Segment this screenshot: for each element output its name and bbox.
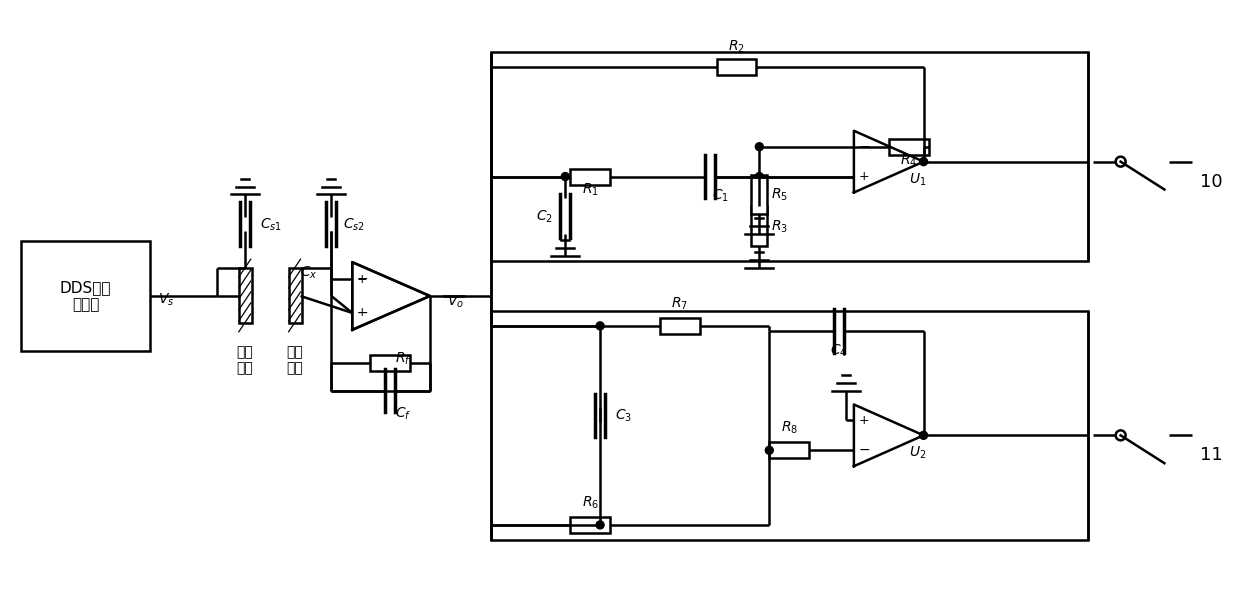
Circle shape — [756, 142, 763, 151]
Bar — [370, 355, 410, 371]
Bar — [570, 517, 610, 533]
Text: +: + — [859, 414, 870, 427]
Text: $R_2$: $R_2$ — [729, 39, 745, 55]
Bar — [289, 268, 301, 323]
Circle shape — [596, 322, 605, 330]
Text: $U_2$: $U_2$ — [908, 445, 926, 462]
Text: $R_5$: $R_5$ — [772, 186, 788, 203]
Text: $U_1$: $U_1$ — [908, 171, 926, 188]
Bar — [888, 139, 928, 155]
Text: $R_4$: $R_4$ — [900, 152, 917, 168]
Text: $R_f$: $R_f$ — [395, 350, 411, 367]
Circle shape — [919, 158, 928, 165]
Text: $V_o$: $V_o$ — [447, 294, 463, 310]
Text: +: + — [859, 170, 870, 183]
Circle shape — [596, 521, 605, 529]
Text: $C_{s1}$: $C_{s1}$ — [260, 216, 281, 232]
Bar — [570, 168, 610, 184]
Circle shape — [756, 173, 763, 180]
Bar — [21, 241, 150, 350]
Text: $R_1$: $R_1$ — [581, 182, 598, 199]
Text: 10: 10 — [1201, 173, 1223, 190]
Text: $V_s$: $V_s$ — [159, 291, 175, 308]
Text: $C_f$: $C_f$ — [395, 406, 411, 423]
Text: −: − — [859, 443, 870, 457]
Text: DDS信号
发生器: DDS信号 发生器 — [59, 280, 112, 312]
Text: −: − — [357, 306, 368, 320]
Circle shape — [766, 446, 773, 454]
Text: $R_3$: $R_3$ — [772, 218, 788, 235]
Text: 响应
电极: 响应 电极 — [286, 345, 302, 376]
Text: 11: 11 — [1201, 446, 1223, 465]
Text: $C_4$: $C_4$ — [830, 342, 847, 359]
Bar — [660, 318, 700, 334]
Text: $C_1$: $C_1$ — [711, 188, 729, 204]
Text: 激励
电极: 激励 电极 — [237, 345, 253, 376]
Text: −: − — [357, 272, 368, 286]
Text: $C_2$: $C_2$ — [536, 208, 554, 225]
Text: $R_8$: $R_8$ — [781, 420, 798, 436]
Text: $R_7$: $R_7$ — [672, 296, 688, 312]
Text: $C_{s2}$: $C_{s2}$ — [343, 216, 366, 232]
Bar — [769, 442, 809, 458]
Bar — [491, 311, 1088, 540]
Text: +: + — [357, 306, 368, 319]
Text: +: + — [357, 272, 368, 285]
Text: $C_3$: $C_3$ — [615, 407, 632, 424]
Bar — [239, 268, 252, 323]
Text: −: − — [859, 139, 870, 154]
Circle shape — [919, 431, 928, 439]
Text: $C_x$: $C_x$ — [300, 264, 317, 281]
Bar — [751, 174, 767, 215]
Circle shape — [561, 173, 569, 180]
Bar — [751, 206, 767, 246]
Bar — [716, 59, 756, 75]
Text: $R_6$: $R_6$ — [581, 495, 598, 511]
Bar — [491, 52, 1088, 261]
